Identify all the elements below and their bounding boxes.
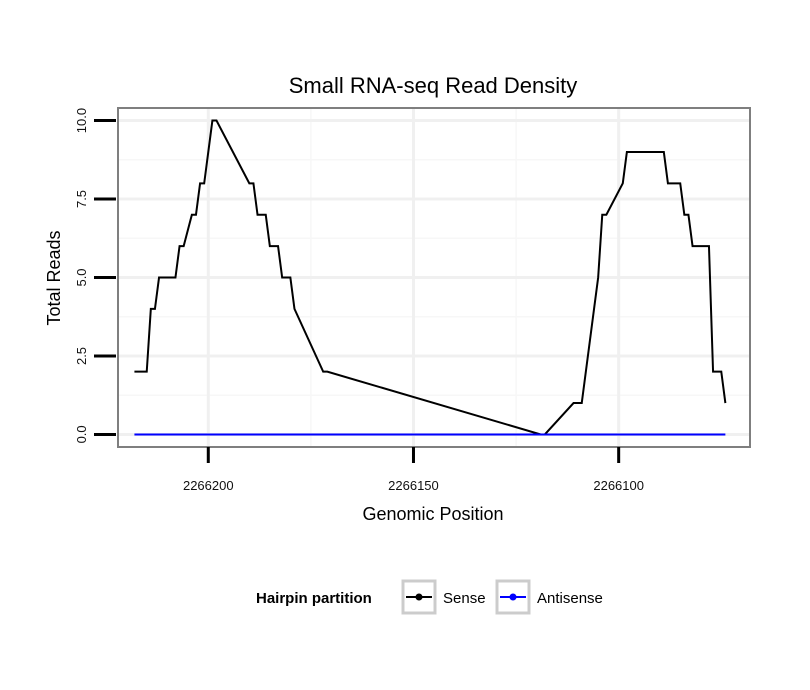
y-tick-label: 0.0 <box>74 425 89 443</box>
plot-area <box>117 107 751 448</box>
x-axis: 2266200 2266150 2266100 <box>183 447 644 493</box>
y-tick-label: 5.0 <box>74 268 89 286</box>
legend-label-antisense: Antisense <box>537 590 603 607</box>
plot-border <box>117 107 751 448</box>
legend: Hairpin partition Sense Antisense <box>256 579 603 615</box>
series-line-sense <box>134 119 727 436</box>
y-tick-label: 2.5 <box>74 347 89 365</box>
x-tick-label: 2266100 <box>593 478 644 493</box>
y-axis: 0.0 2.5 5.0 7.5 10.0 <box>74 108 116 443</box>
y-tick-label: 10.0 <box>74 108 89 133</box>
x-tick-label: 2266200 <box>183 478 234 493</box>
y-axis-title: Total Reads <box>44 230 64 325</box>
chart-title: Small RNA-seq Read Density <box>289 73 578 98</box>
legend-key-sense-point <box>415 593 423 601</box>
series-layer <box>134 119 727 436</box>
y-tick-label: 7.5 <box>74 190 89 208</box>
legend-title: Hairpin partition <box>256 590 372 607</box>
x-axis-title: Genomic Position <box>362 504 503 524</box>
legend-key-antisense-point <box>509 593 517 601</box>
x-tick-label: 2266150 <box>388 478 439 493</box>
legend-label-sense: Sense <box>443 590 486 607</box>
